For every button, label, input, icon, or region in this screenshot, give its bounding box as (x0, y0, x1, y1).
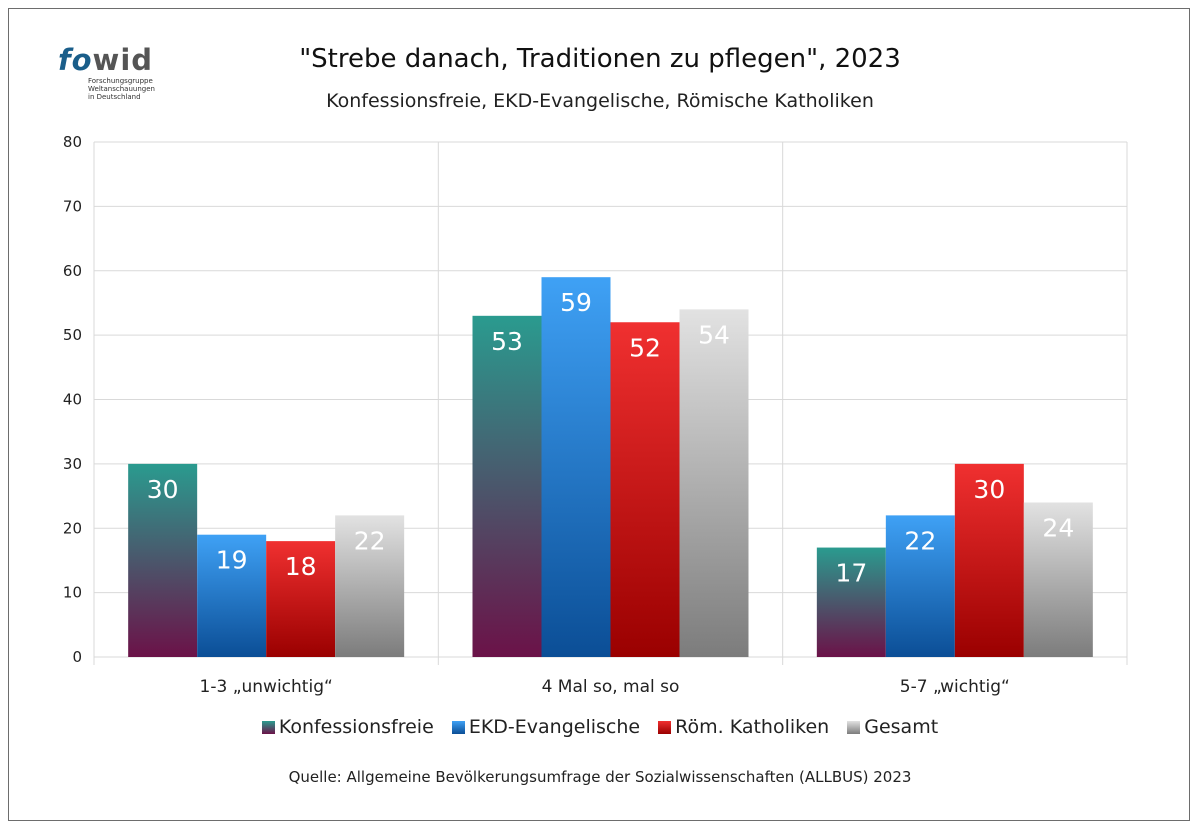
bar (128, 463, 198, 657)
chart-title: "Strebe danach, Traditionen zu pflegen",… (299, 44, 901, 74)
data-label: 22 (354, 526, 386, 555)
data-label: 54 (698, 320, 730, 349)
data-label: 53 (491, 327, 523, 356)
data-label: 24 (1042, 514, 1074, 543)
logo-word-part2: wid (92, 43, 154, 77)
data-label: 17 (835, 559, 867, 588)
bar (816, 547, 886, 657)
x-category-label: 5-7 „wichtig“ (900, 677, 1010, 697)
legend-swatch-gesamt (847, 720, 861, 734)
data-label: 18 (285, 552, 317, 581)
y-tick-label: 80 (63, 133, 82, 151)
bar (885, 515, 955, 657)
legend-label-ekd: EKD-Evangelische (468, 716, 641, 738)
legend-label-katholiken: Röm. Katholiken (675, 716, 830, 738)
chart-legend: Konfessionsfreie EKD-Evangelische Röm. K… (0, 716, 1200, 739)
logo-word-part1: fo (58, 43, 93, 77)
data-label: 19 (216, 546, 248, 575)
logo-line-1: Forschungsgruppe (88, 77, 153, 85)
legend-item-ekd: EKD-Evangelische (451, 716, 641, 738)
y-tick-label: 30 (63, 455, 82, 473)
logo-wordmark: fowid (58, 44, 153, 76)
source-note: Quelle: Allgemeine Bevölkerungsumfrage d… (288, 768, 912, 786)
legend-item-katholiken: Röm. Katholiken (658, 716, 829, 738)
chart-subtitle: Konfessionsfreie, EKD-Evangelische, Römi… (326, 90, 874, 112)
logo-line-2: Weltanschauungen (88, 85, 155, 93)
bar (1023, 502, 1093, 657)
legend-label-gesamt: Gesamt (864, 716, 939, 738)
bar (954, 463, 1024, 657)
legend-swatch-katholiken (658, 720, 672, 734)
chart-frame (8, 8, 1190, 821)
bar (610, 322, 680, 657)
legend-swatch-ekd (451, 720, 465, 734)
fowid-logo: fowid Forschungsgruppe Weltanschauungen … (58, 44, 178, 106)
y-tick-label: 50 (63, 326, 82, 344)
data-label: 52 (629, 333, 661, 362)
legend-label-konfessionsfreie: Konfessionsfreie (278, 716, 434, 738)
bar (266, 541, 336, 657)
x-category-label: 1-3 „unwichtig“ (200, 677, 333, 697)
legend-item-konfessionsfreie: Konfessionsfreie (261, 716, 434, 738)
y-tick-label: 10 (63, 584, 82, 602)
y-tick-label: 60 (63, 262, 82, 280)
y-tick-label: 20 (63, 519, 82, 537)
legend-swatch-konfessionsfreie (261, 720, 275, 734)
x-category-label: 4 Mal so, mal so (542, 677, 680, 697)
bar (335, 515, 405, 657)
y-tick-label: 40 (63, 391, 82, 409)
y-tick-label: 0 (72, 648, 82, 666)
bar (197, 534, 267, 657)
legend-item-gesamt: Gesamt (847, 716, 938, 738)
data-label: 30 (147, 475, 179, 504)
data-label: 22 (904, 526, 936, 555)
bar (541, 277, 611, 657)
bar (679, 309, 749, 657)
data-label: 30 (973, 475, 1005, 504)
y-tick-label: 70 (63, 197, 82, 215)
logo-line-3: in Deutschland (88, 93, 141, 101)
data-label: 59 (560, 288, 592, 317)
bar (472, 315, 542, 657)
